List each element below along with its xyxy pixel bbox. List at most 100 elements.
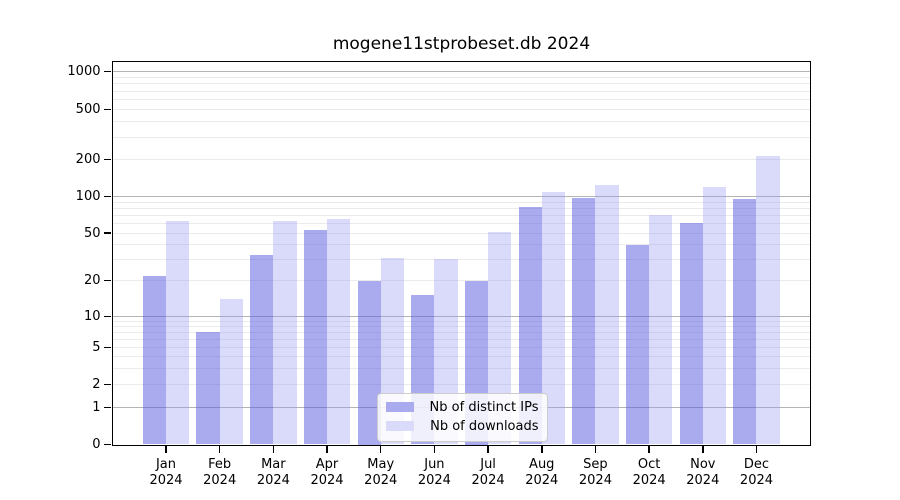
- y-tick-mark: [104, 70, 111, 73]
- x-tick-year: 2024: [686, 472, 720, 488]
- y-tick-label: 200: [75, 152, 101, 167]
- x-tick-mark: [326, 446, 328, 453]
- x-tick-month: Mar: [261, 456, 286, 472]
- y-tick-label: 20: [83, 273, 101, 288]
- x-tick-year: 2024: [203, 472, 237, 488]
- x-tick-month: Aug: [529, 456, 555, 472]
- gridline-minor: [112, 207, 810, 209]
- x-tick-mark: [594, 446, 597, 453]
- gridline-minor: [112, 214, 810, 216]
- x-tick-label-oct: Oct 2024: [617, 457, 681, 489]
- x-tick-year: 2024: [471, 472, 505, 488]
- x-tick-month: Feb: [208, 456, 232, 472]
- bar-downloads-mar: [273, 220, 297, 445]
- y-tick-label: 2: [92, 377, 101, 392]
- x-tick-mark: [702, 446, 704, 453]
- x-tick-month: Sep: [583, 456, 608, 472]
- x-tick-month: Jun: [424, 456, 445, 472]
- bar-distinct-ips-aug: [518, 206, 542, 445]
- y-tick-label: 100: [75, 189, 101, 204]
- x-tick-mark: [165, 446, 167, 453]
- x-tick-mark: [755, 446, 758, 453]
- bar-distinct-ips-jan: [142, 275, 166, 445]
- gridline-major: [112, 316, 810, 317]
- y-tick-mark: [104, 315, 111, 318]
- x-tick-label-jun: Jun 2024: [402, 457, 466, 489]
- y-tick-mark: [104, 195, 111, 198]
- x-tick-label-jul: Jul 2024: [456, 457, 520, 489]
- x-tick-month: May: [367, 456, 395, 472]
- x-tick-label-dec: Dec 2024: [724, 457, 788, 489]
- bar-downloads-jul: [488, 231, 512, 445]
- gridline-minor: [112, 76, 810, 78]
- x-tick-label-may: May 2024: [349, 457, 413, 489]
- plot-area: 0 1 2 5 10 20 50 100 200 500 1000 Jan 2024 Feb 2024 Ma…: [67, 60, 811, 488]
- y-tick-label: 1: [92, 400, 101, 415]
- bar-downloads-oct: [649, 215, 673, 445]
- legend-entry-distinct-ips: Nb of distinct IPs: [378, 398, 547, 417]
- bar-distinct-ips-apr: [303, 229, 328, 445]
- y-tick-mark: [104, 108, 111, 111]
- x-tick-mark: [433, 446, 436, 453]
- bar-downloads-dec: [756, 155, 780, 445]
- x-tick-month: Apr: [315, 456, 339, 472]
- bar-distinct-ips-feb: [196, 332, 220, 445]
- gridline-minor: [112, 258, 810, 260]
- x-tick-mark: [272, 446, 275, 453]
- bar-downloads-aug: [541, 192, 565, 445]
- gridline-minor: [112, 320, 810, 322]
- gridline-minor: [112, 121, 810, 123]
- x-tick-year: 2024: [256, 472, 290, 488]
- x-tick-year: 2024: [417, 472, 451, 488]
- bar-downloads-feb: [219, 299, 243, 445]
- gridline-minor: [112, 338, 810, 340]
- y-tick-label: 0: [92, 437, 101, 452]
- x-tick-year: 2024: [632, 472, 666, 488]
- x-tick-label-aug: Aug 2024: [510, 457, 574, 489]
- y-tick-mark: [104, 346, 111, 349]
- gridline-minor: [112, 347, 810, 348]
- y-tick-mark: [104, 406, 111, 409]
- gridline-minor: [112, 356, 810, 357]
- y-tick-mark: [104, 383, 111, 386]
- x-tick-month: Oct: [637, 456, 661, 472]
- x-tick-year: 2024: [364, 472, 398, 488]
- x-tick-label-sep: Sep 2024: [563, 457, 627, 489]
- x-tick-year: 2024: [578, 472, 612, 488]
- legend-swatch: [385, 402, 414, 412]
- x-tick-month: Jul: [480, 456, 496, 472]
- gridline-minor: [112, 331, 810, 333]
- x-tick-mark: [379, 446, 382, 453]
- bar-distinct-ips-oct: [625, 244, 650, 445]
- bar-downloads-nov: [702, 186, 726, 445]
- gridline-minor: [112, 109, 810, 110]
- gridline-minor: [112, 159, 810, 160]
- gridline-minor: [112, 244, 810, 246]
- gridline-minor: [112, 384, 810, 385]
- x-tick-mark: [541, 446, 543, 453]
- x-tick-label-nov: Nov 2024: [671, 457, 735, 489]
- legend-swatch: [385, 421, 414, 431]
- y-tick-label: 1000: [67, 64, 101, 79]
- gridline-minor: [112, 136, 810, 138]
- gridline-minor: [112, 99, 810, 100]
- y-tick-label: 5: [92, 340, 101, 355]
- gridline-minor: [112, 83, 810, 85]
- legend: Nb of distinct IPs Nb of downloads: [376, 392, 548, 442]
- gridline-minor: [112, 367, 810, 369]
- gridline-minor: [112, 325, 810, 327]
- y-tick-mark: [104, 279, 111, 282]
- legend-label: Nb of downloads: [430, 418, 539, 434]
- gridline-minor: [112, 232, 810, 234]
- y-tick-mark: [104, 443, 111, 446]
- x-tick-year: 2024: [739, 472, 774, 488]
- gridline-minor: [112, 201, 810, 203]
- x-tick-year: 2024: [149, 472, 183, 488]
- x-tick-label-jan: Jan 2024: [134, 457, 198, 489]
- x-tick-label-apr: Apr 2024: [295, 457, 359, 489]
- y-tick-label: 10: [83, 309, 101, 324]
- y-tick-label: 500: [75, 102, 101, 117]
- gridline-minor: [112, 280, 810, 281]
- x-tick-label-feb: Feb 2024: [188, 457, 252, 489]
